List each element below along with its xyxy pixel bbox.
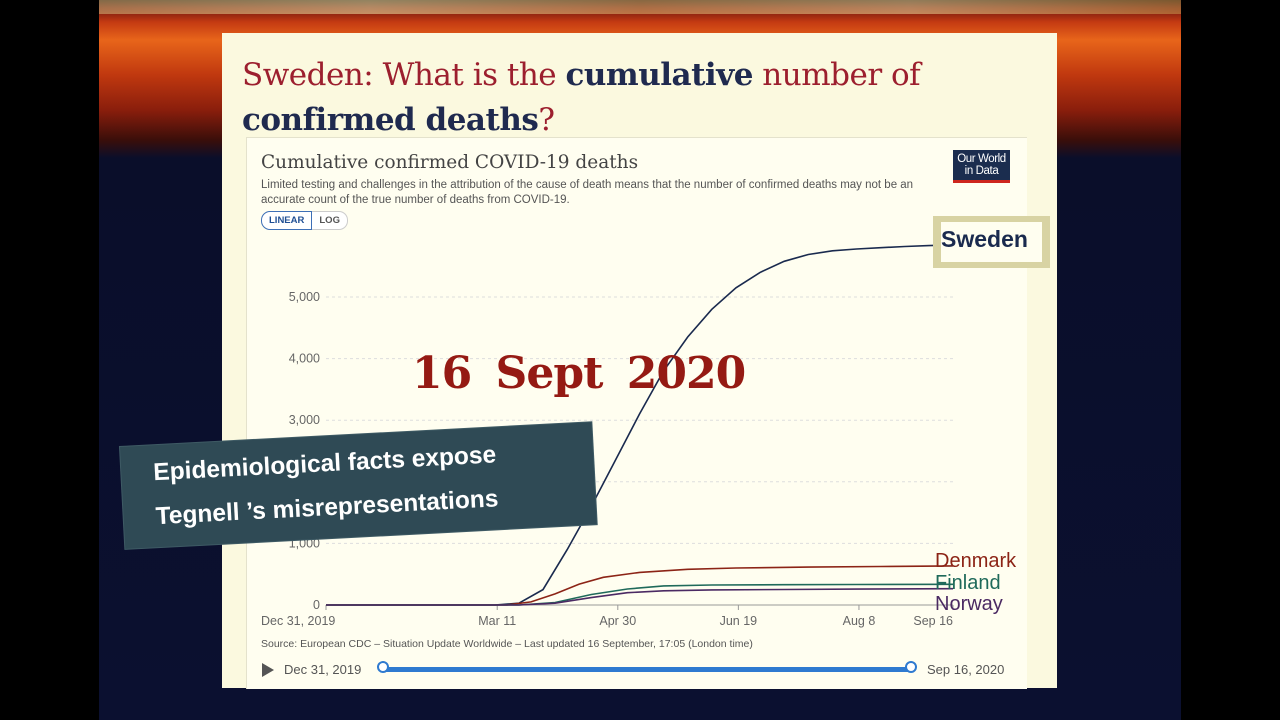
timeline-end-handle[interactable] — [905, 661, 917, 673]
title-mid: number of — [752, 57, 921, 93]
y-tick-label: 5,000 — [289, 290, 320, 304]
slide-title: Sweden: What is the cumulative number of… — [242, 53, 1042, 143]
timeline-start-date: Dec 31, 2019 — [284, 662, 362, 677]
chart-panel: Cumulative confirmed COVID-19 deaths Lim… — [246, 137, 1027, 689]
x-tick-label: Apr 30 — [599, 614, 636, 628]
series-line-norway — [326, 587, 954, 606]
banner-line-1: Epidemiological facts expose — [152, 441, 497, 487]
y-tick-label: 4,000 — [289, 352, 320, 366]
chart-source: Source: European CDC – Situation Update … — [261, 638, 753, 650]
title-bold-cumulative: cumulative — [565, 57, 754, 93]
log-scale-button[interactable]: LOG — [312, 211, 348, 230]
x-tick-label: Jun 19 — [720, 614, 758, 628]
x-tick-label: Aug 8 — [843, 614, 876, 628]
y-tick-label: 3,000 — [289, 413, 320, 427]
y-tick-label: 0 — [313, 598, 320, 612]
scale-toggle: LINEAR LOG — [261, 211, 348, 230]
sweden-label-inner — [941, 222, 1042, 262]
y-tick-label: 1,000 — [289, 536, 320, 550]
series-label-finland: Finland — [935, 572, 1001, 594]
series-line-sweden — [326, 244, 954, 606]
timeline-start-handle[interactable] — [377, 661, 389, 673]
chart-title: Cumulative confirmed COVID-19 deaths — [261, 152, 639, 173]
series-label-norway: Norway — [935, 593, 1003, 615]
timeline-end-date: Sep 16, 2020 — [927, 662, 1005, 677]
sweden-label-box: Sweden — [933, 216, 1050, 268]
background-glow — [99, 0, 1181, 14]
title-suffix: ? — [538, 102, 555, 138]
date-overlay: 16 Sept 2020 — [412, 348, 746, 399]
series-line-denmark — [326, 565, 954, 606]
linear-scale-button[interactable]: LINEAR — [261, 211, 313, 230]
chart-subtitle: Limited testing and challenges in the at… — [261, 179, 914, 206]
x-tick-label: Mar 11 — [478, 614, 516, 628]
timeline-track[interactable] — [383, 667, 911, 672]
x-tick-label: Dec 31, 2019 — [261, 614, 335, 628]
banner-line-2: Tegnell ’s misrepresentations — [154, 485, 500, 531]
slide-card: Sweden: What is the cumulative number of… — [222, 33, 1057, 689]
title-prefix: Sweden: What is the — [242, 57, 566, 93]
timeline: Dec 31, 2019 Sep 16, 2020 — [247, 658, 1027, 682]
x-tick-label: Sep 16 — [913, 614, 953, 628]
series-line-finland — [326, 583, 954, 606]
series-label-denmark: Denmark — [935, 550, 1017, 572]
series-label-sweden: Sweden — [941, 226, 1028, 252]
owid-logo[interactable]: Our World in Data — [953, 150, 1010, 183]
play-icon[interactable] — [262, 663, 274, 677]
title-bold-deaths: confirmed deaths — [242, 102, 539, 138]
